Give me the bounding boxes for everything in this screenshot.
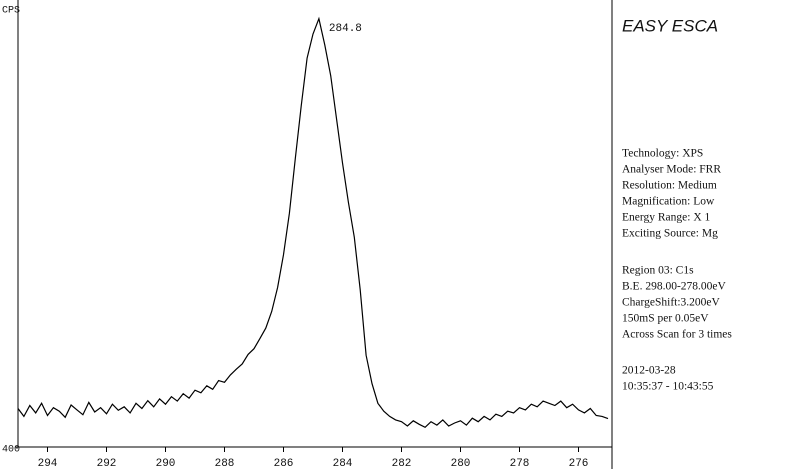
x-tick-label: 284 [333, 458, 353, 469]
y-tick-label: 400 [2, 445, 20, 456]
info-line: Resolution: Medium [622, 180, 717, 192]
spectrum-line [17, 16, 609, 429]
panel-title: EASY ESCA [622, 16, 718, 35]
info-line: ChargeShift:3.200eV [622, 297, 721, 309]
y-label: CPS [2, 6, 20, 17]
x-tick-label: 294 [38, 458, 58, 469]
x-tick-label: 276 [569, 458, 589, 469]
info-line: 10:35:37 - 10:43:55 [622, 381, 714, 393]
info-line: 2012-03-28 [622, 365, 676, 377]
x-tick-label: 286 [274, 458, 294, 469]
info-line: Analyser Mode: FRR [622, 164, 721, 176]
peak-label: 284.8 [329, 23, 362, 35]
x-tick-label: 292 [97, 458, 117, 469]
info-line: Magnification: Low [622, 196, 715, 208]
info-line: Across Scan for 3 times [622, 329, 732, 341]
x-tick-label: 288 [215, 458, 235, 469]
x-tick-label: 282 [392, 458, 412, 469]
x-tick-label: 280 [451, 458, 471, 469]
info-line: B.E. 298.00-278.00eV [622, 281, 727, 293]
info-line: Region 03: C1s [622, 265, 694, 277]
info-line: 150mS per 0.05eV [622, 313, 709, 325]
info-line: Energy Range: X 1 [622, 212, 711, 224]
x-tick-label: 290 [156, 458, 176, 469]
x-tick-label: 278 [510, 458, 530, 469]
info-line: Exciting Source: Mg [622, 228, 718, 240]
info-line: Technology: XPS [622, 148, 703, 160]
